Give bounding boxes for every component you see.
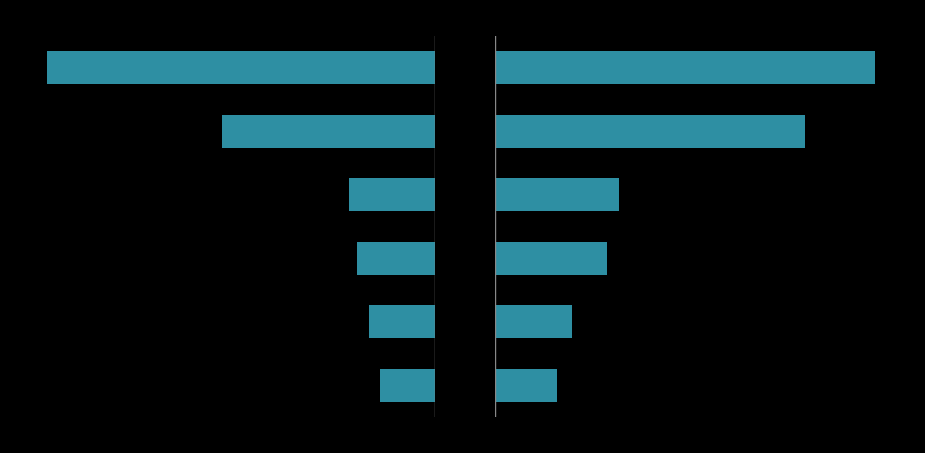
Bar	[495, 52, 875, 84]
Bar	[222, 115, 435, 148]
Bar	[47, 52, 435, 84]
Bar	[357, 242, 435, 275]
Bar	[380, 369, 435, 401]
Bar	[495, 369, 557, 401]
Bar	[495, 178, 619, 211]
Bar	[369, 305, 435, 338]
Bar	[495, 242, 608, 275]
Bar	[495, 305, 573, 338]
Bar	[495, 115, 805, 148]
Bar	[350, 178, 435, 211]
